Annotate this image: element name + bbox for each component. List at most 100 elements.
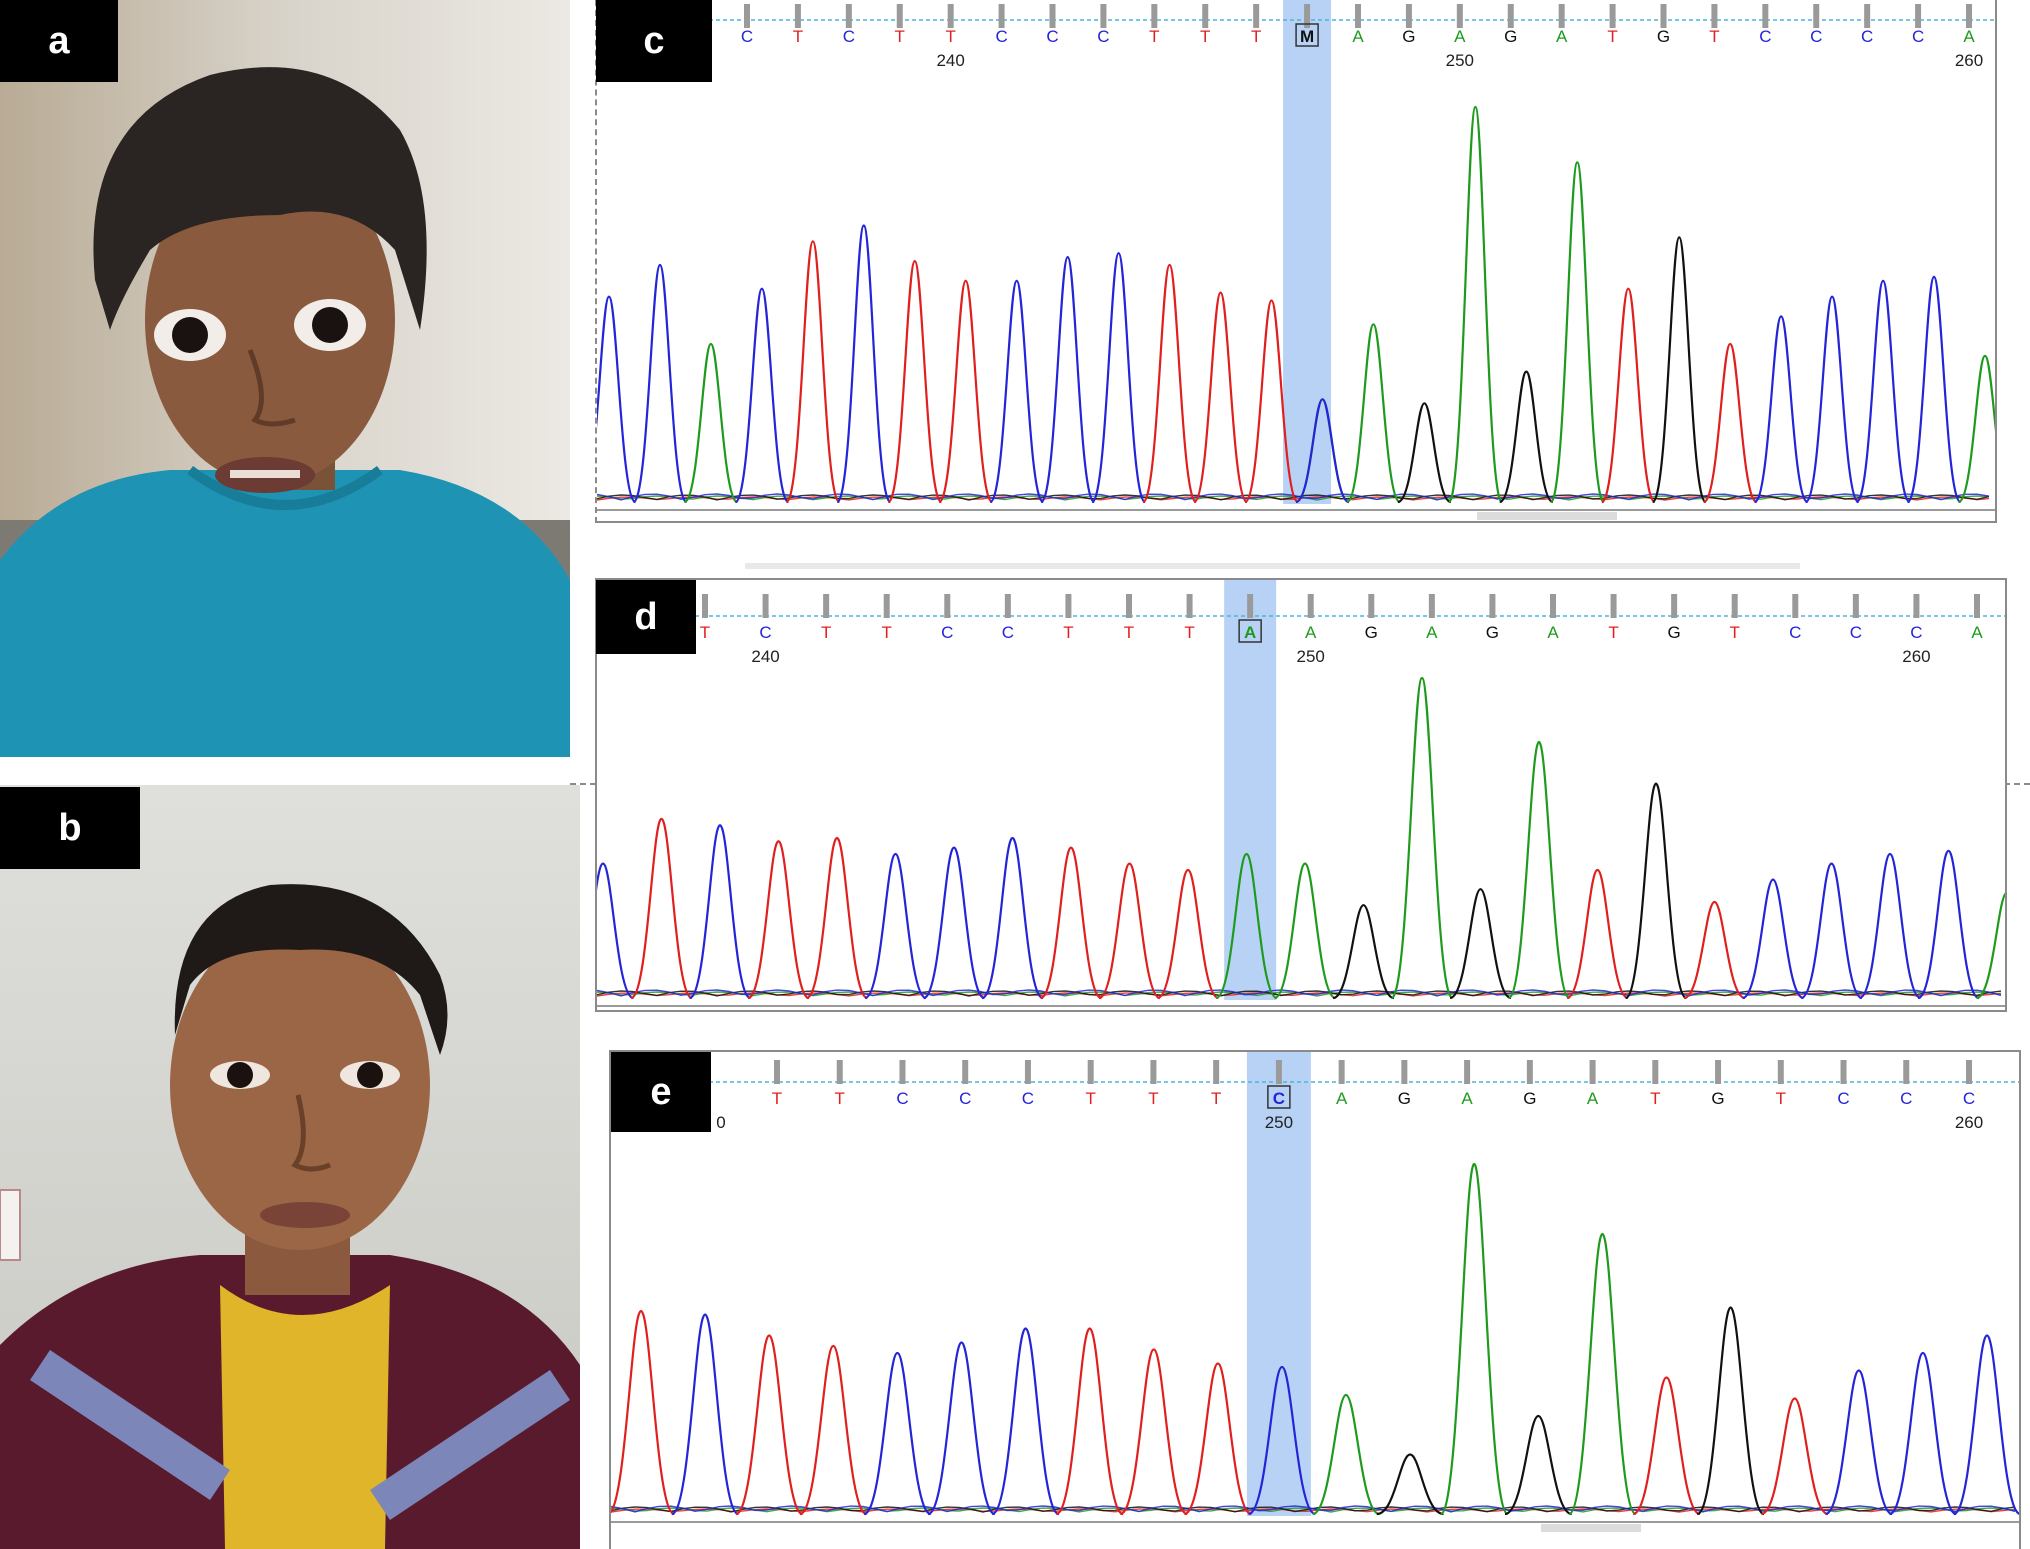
quality-bar: [1589, 1060, 1596, 1084]
base-call: G: [1657, 27, 1670, 46]
base-call: T: [945, 27, 955, 46]
quality-bar: [1213, 1060, 1220, 1084]
quality-bar: [1609, 4, 1616, 28]
scrollbar-track[interactable]: [745, 563, 1800, 569]
trace-peak-C: [1953, 1334, 2019, 1516]
quality-bar: [1275, 1060, 1282, 1084]
quality-bar: [1526, 1060, 1533, 1084]
trace-peak-T: [735, 1334, 804, 1516]
scrollbar-thumb[interactable]: [1477, 512, 1617, 520]
trace-peak-C: [1742, 878, 1804, 1000]
quality-bar: [1150, 1060, 1157, 1084]
base-call: C: [1837, 1089, 1849, 1108]
panel-label-d: d: [596, 580, 696, 654]
trace-peak-A: [1447, 105, 1503, 504]
quality-bar: [1840, 1060, 1847, 1084]
quality-bar: [1792, 594, 1799, 618]
variant-call-box: [1295, 23, 1319, 47]
base-call: A: [1963, 27, 1975, 46]
base-call: A: [1971, 623, 1983, 642]
base-call: T: [700, 623, 710, 642]
base-call: T: [1776, 1089, 1786, 1108]
trace-peak-T: [887, 259, 943, 504]
quality-bar: [1151, 4, 1158, 28]
trace-peak-G: [1696, 1306, 1765, 1516]
trace-peak-C: [1906, 275, 1962, 504]
base-call: G: [1486, 623, 1499, 642]
base-call: C: [1963, 1089, 1975, 1108]
base-call: C: [1046, 27, 1058, 46]
base-call: G: [1504, 27, 1517, 46]
base-call: T: [835, 1089, 845, 1108]
base-call: A: [1547, 623, 1559, 642]
trace-peak-T: [1632, 1376, 1701, 1516]
quality-bar: [823, 594, 830, 618]
base-call: A: [1556, 27, 1568, 46]
quality-bar: [1401, 1060, 1408, 1084]
trace-peak-C: [1040, 255, 1096, 504]
trace-peak-C: [989, 279, 1045, 504]
base-call: C: [1810, 27, 1822, 46]
base-call: C: [1097, 27, 1109, 46]
trace-peak-C: [1753, 315, 1809, 504]
baseline-trace: [611, 1505, 2016, 1513]
base-call: G: [1711, 1089, 1724, 1108]
trace-peak-C: [597, 295, 637, 504]
quality-bar: [1864, 4, 1871, 28]
scrollbar-thumb[interactable]: [1541, 1524, 1641, 1532]
base-call: C: [1273, 1089, 1285, 1108]
base-call: C: [1022, 1089, 1034, 1108]
trace-peak-G: [1504, 1414, 1573, 1516]
quality-bar: [1966, 1060, 1972, 1084]
trace-peak-G: [1397, 402, 1452, 504]
quality-bar: [962, 1060, 969, 1084]
quality-bar: [1966, 4, 1972, 28]
base-call: G: [1398, 1089, 1411, 1108]
trace-peak-C: [1859, 852, 1921, 1000]
base-call: T: [1124, 623, 1134, 642]
trace-peak-C: [1889, 1351, 1957, 1516]
trace-peak-T: [1157, 868, 1219, 1000]
base-call: A: [1244, 623, 1256, 642]
trace-peak-T: [1760, 1397, 1829, 1516]
chromatogram-d: T C T T C C T T T A A G A G A T G T C C C A 240 250 260: [597, 580, 2005, 1007]
quality-bar: [947, 4, 954, 28]
quality-bar: [896, 4, 903, 28]
quality-bar: [1507, 4, 1514, 28]
base-call: G: [1668, 623, 1681, 642]
base-call: T: [1085, 1089, 1095, 1108]
quality-bar: [1711, 4, 1718, 28]
chromatogram-panel-c: C T C T T C C C T T T M A G A G A T G T C C C C A 240 250 260: [595, 0, 1997, 523]
quality-bar: [744, 4, 750, 28]
quality-bar: [1307, 594, 1314, 618]
trace-peak-T: [1193, 291, 1249, 504]
trace-peak-C: [1917, 849, 1980, 1000]
base-call: T: [1607, 27, 1617, 46]
trace-peak-C: [923, 846, 985, 1000]
base-call: C: [959, 1089, 971, 1108]
trace-peak-A: [1568, 1232, 1637, 1516]
trace-peak-C: [671, 1313, 739, 1516]
base-call: T: [1730, 623, 1740, 642]
variant-highlight: [1246, 1052, 1311, 1516]
position-number: 250: [1446, 51, 1474, 70]
panel-label-c: c: [596, 0, 712, 82]
chromatogram-e: T T C C C T T T C A G A G A T G T C C C 250 260 0: [611, 1052, 2019, 1532]
trace-peak-T: [747, 840, 810, 1000]
trace-peak-C: [1091, 252, 1147, 504]
trace-peak-A: [1976, 892, 2005, 1000]
panel-label-a: a: [0, 0, 118, 82]
base-call: C: [995, 27, 1007, 46]
trace-peak-G: [1449, 888, 1512, 1000]
quality-bar: [702, 594, 708, 618]
base-call: T: [1251, 27, 1261, 46]
panel-label-e: e: [611, 1052, 711, 1132]
trace-peak-T: [1040, 846, 1102, 1000]
trace-peak-A: [1312, 1393, 1380, 1516]
trace-peak-T: [785, 240, 841, 504]
position-number: 250: [1297, 647, 1325, 666]
base-call: C: [941, 623, 953, 642]
patient-photo-a: [0, 0, 570, 757]
base-call: C: [1789, 623, 1801, 642]
trace-peak-T: [1683, 900, 1746, 1000]
